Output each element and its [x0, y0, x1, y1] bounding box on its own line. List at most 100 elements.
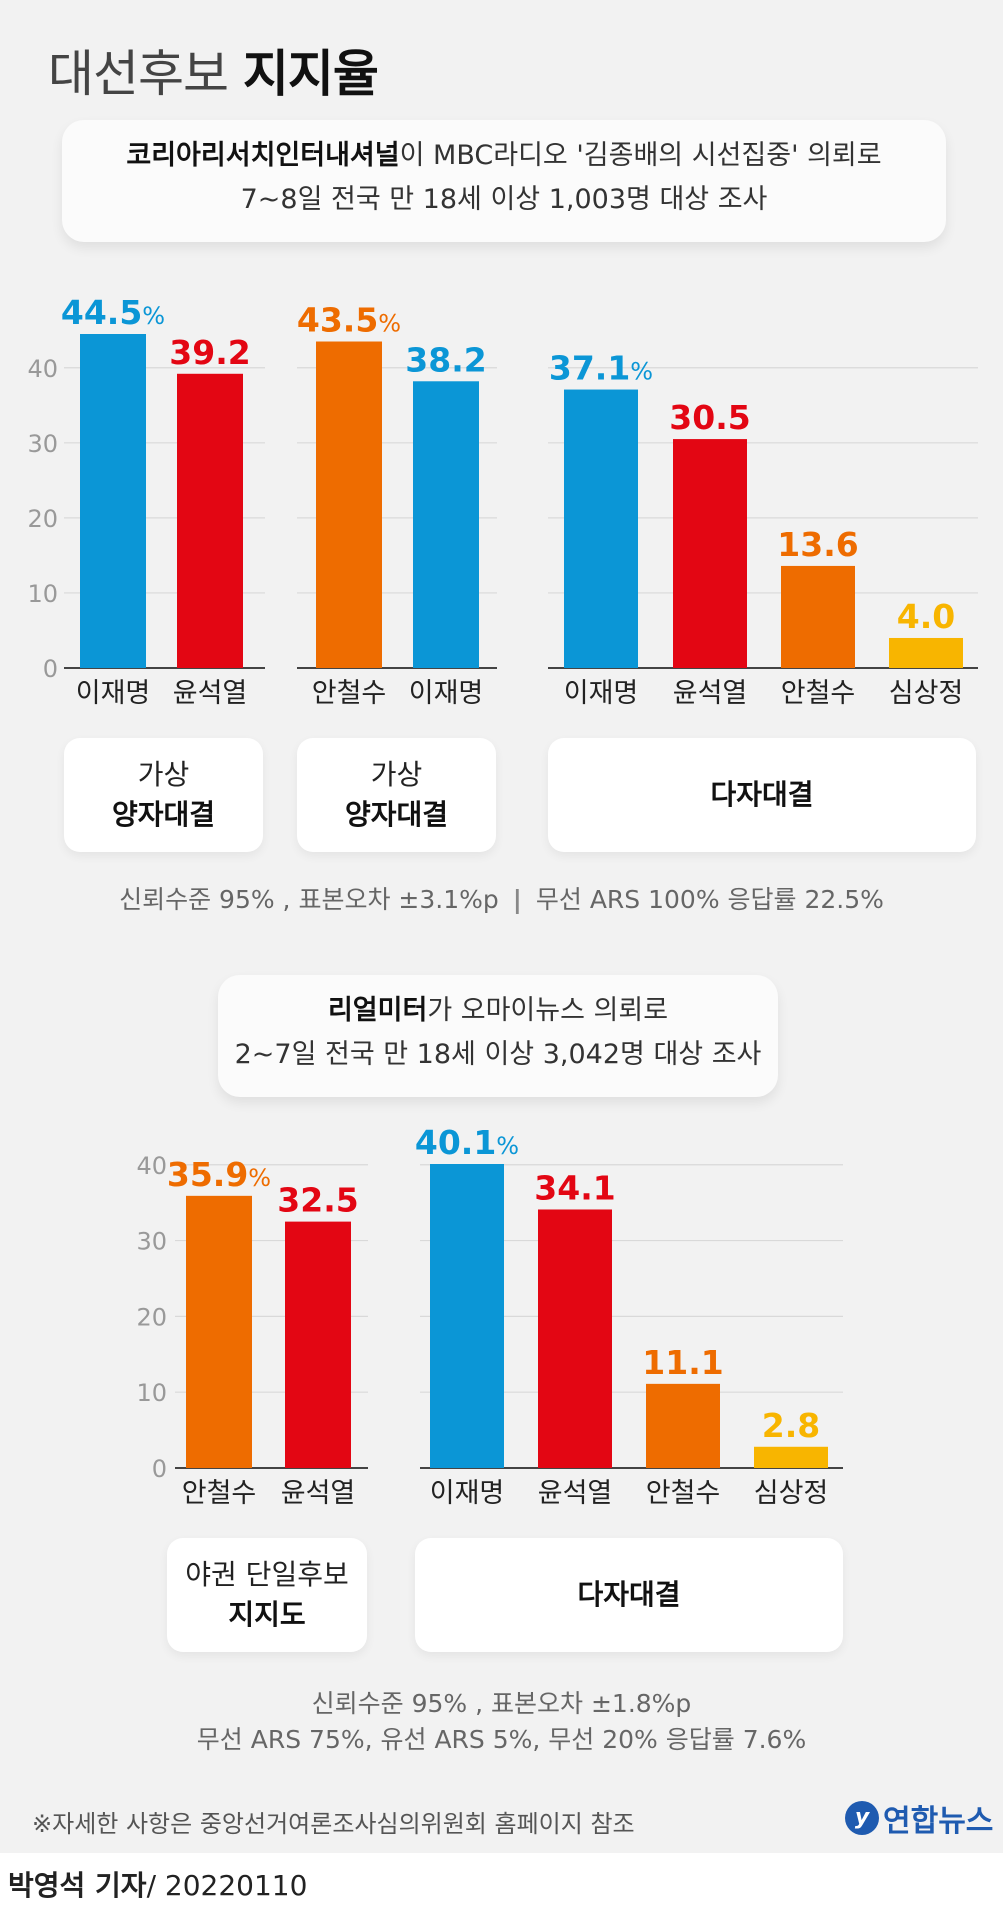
y-tick-label: 30: [27, 430, 58, 458]
y-tick-label: 0: [43, 655, 58, 683]
category-label: 안철수: [646, 1478, 721, 1509]
y-tick-label: 10: [136, 1379, 167, 1407]
survey1-label-1-light: 가상: [137, 758, 190, 791]
survey2-label-1-light: 야권 단일후보: [185, 1558, 349, 1591]
survey2-line2: 2~7일 전국 만 18세 이상 3,042명 대상 조사: [234, 1039, 762, 1070]
category-label: 윤석열: [538, 1478, 613, 1509]
bar-value-label: 38.2: [405, 340, 486, 379]
category-label: 윤석열: [281, 1478, 356, 1509]
category-label: 안철수: [781, 678, 856, 709]
footnote: ※자세한 사항은 중앙선거여론조사심의위원회 홈페이지 참조: [32, 1810, 635, 1838]
chart2: 0 10 20 30 40 35.9% 안철수 32.5 윤석열 40.1% 이재명 34.1 윤석열…: [136, 1123, 843, 1509]
bar: [430, 1164, 504, 1468]
survey2-label-1: 야권 단일후보 지지도: [167, 1538, 367, 1652]
survey2-label-2: 다자대결: [415, 1538, 843, 1652]
bar-value-label: 35.9%: [167, 1155, 271, 1194]
credit: 박영석 기자/ 20220110: [8, 1864, 307, 1904]
survey1-label-3: 다자대결: [548, 738, 976, 852]
bar-value-label: 4.0: [897, 597, 955, 636]
survey1-line1: 코리아리서치인터내셔널이 MBC라디오 '김종배의 시선집중' 의뢰로: [62, 134, 946, 178]
bar: [80, 334, 146, 668]
title-light: 대선후보: [48, 45, 243, 103]
y-tick-label: 40: [27, 355, 58, 383]
survey2-note: 신뢰수준 95% , 표본오차 ±1.8%p 무선 ARS 75%, 유선 AR…: [0, 1686, 1003, 1758]
survey1-desc: 이 MBC라디오 '김종배의 시선집중' 의뢰로: [399, 140, 882, 171]
category-label: 이재명: [76, 678, 151, 709]
category-label: 이재명: [564, 678, 639, 709]
bar: [781, 565, 855, 668]
survey1-org: 코리아리서치인터내셔널: [126, 140, 400, 171]
bar: [564, 389, 638, 668]
survey2-org: 리얼미터: [327, 995, 428, 1026]
y-tick-label: 20: [136, 1303, 167, 1331]
title-bold: 지지율: [242, 45, 379, 103]
bar-value-label: 34.1: [534, 1168, 615, 1207]
bar: [754, 1446, 828, 1468]
yonhap-logo: y 연합뉴스: [845, 1796, 993, 1840]
y-tick-label: 0: [152, 1455, 167, 1483]
y-tick-label: 20: [27, 505, 58, 533]
chart2-gridlines: [175, 1164, 843, 1469]
category-label: 심상정: [754, 1478, 829, 1509]
bar-value-label: 30.5: [669, 398, 750, 437]
y-tick-label: 10: [27, 580, 58, 608]
survey1-note: 신뢰수준 95% , 표본오차 ±3.1%p | 무선 ARS 100% 응답률 2…: [0, 880, 1003, 916]
survey1-label-2-light: 가상: [370, 758, 423, 791]
date: / 20220110: [146, 1869, 308, 1902]
survey1-label-1: 가상 양자대결: [64, 738, 263, 852]
chart1-y-ticks: 0 10 20 30 40: [27, 355, 58, 683]
bar: [186, 1195, 252, 1468]
survey1-note-b: 무선 ARS 100% 응답률 22.5%: [535, 885, 884, 914]
note-separator: |: [512, 885, 522, 914]
chart1: 0 10 20 30 40 44.5% 이재명 39.2 윤석열 43.5% 안철수 38.2 이재명…: [27, 293, 978, 709]
survey2-note-b: 무선 ARS 75%, 유선 ARS 5%, 무선 20% 응답률 7.6%: [196, 1725, 807, 1754]
bar: [316, 341, 382, 668]
yonhap-logo-mark-icon: y: [845, 1801, 879, 1835]
bar-value-label: 40.1%: [415, 1123, 519, 1162]
survey1-label-3-bold: 다자대결: [710, 778, 814, 811]
bar-value-label: 43.5%: [297, 301, 401, 340]
bar-value-label: 37.1%: [549, 349, 653, 388]
category-label: 이재명: [430, 1478, 505, 1509]
reporter: 박영석 기자: [8, 1869, 147, 1902]
bar: [538, 1209, 612, 1468]
survey2-label-2-bold: 다자대결: [577, 1578, 681, 1611]
bar-value-label: 2.8: [762, 1406, 820, 1445]
credit-bar: [0, 1853, 1003, 1907]
y-tick-label: 30: [136, 1228, 167, 1256]
bar: [646, 1383, 720, 1468]
category-label: 안철수: [182, 1478, 257, 1509]
bar: [413, 381, 479, 668]
chart1-bars: 44.5% 이재명 39.2 윤석열 43.5% 안철수 38.2 이재명 37.1% 이재명 30…: [61, 293, 963, 709]
category-label: 이재명: [409, 678, 484, 709]
survey2-info-box: 리얼미터가 오마이뉴스 의뢰로 2~7일 전국 만 18세 이상 3,042명 …: [218, 975, 778, 1097]
survey2-note-a: 신뢰수준 95% , 표본오차 ±1.8%p: [311, 1689, 692, 1718]
bar-value-label: 32.5: [277, 1181, 358, 1220]
bar: [889, 637, 963, 668]
chart2-bars: 35.9% 안철수 32.5 윤석열 40.1% 이재명 34.1 윤석열 11.1 안철수 2.8…: [167, 1123, 828, 1509]
category-label: 안철수: [312, 678, 387, 709]
y-tick-label: 40: [136, 1152, 167, 1180]
bar: [177, 373, 243, 668]
chart2-y-ticks: 0 10 20 30 40: [136, 1152, 167, 1483]
bar: [285, 1221, 351, 1468]
bar-value-label: 13.6: [777, 525, 858, 564]
page-title: 대선후보 지지율: [48, 34, 379, 106]
bar-value-label: 11.1: [642, 1343, 723, 1382]
survey1-label-2-bold: 양자대결: [344, 798, 449, 831]
bar-value-label: 44.5%: [61, 293, 165, 332]
survey1-note-a: 신뢰수준 95% , 표본오차 ±3.1%p: [119, 885, 499, 914]
category-label: 윤석열: [673, 678, 748, 709]
survey1-line2: 7~8일 전국 만 18세 이상 1,003명 대상 조사: [240, 184, 768, 215]
survey1-label-1-bold: 양자대결: [111, 798, 216, 831]
bar-value-label: 39.2: [169, 333, 250, 372]
survey2-line1: 리얼미터가 오마이뉴스 의뢰로: [218, 989, 778, 1033]
survey1-info-box: 코리아리서치인터내셔널이 MBC라디오 '김종배의 시선집중' 의뢰로 7~8일…: [62, 120, 946, 242]
survey2-desc: 가 오마이뉴스 의뢰로: [427, 995, 669, 1026]
category-label: 심상정: [889, 678, 964, 709]
bar: [673, 439, 747, 668]
category-label: 윤석열: [173, 678, 248, 709]
survey1-label-2: 가상 양자대결: [297, 738, 496, 852]
logo-text: 연합뉴스: [883, 1804, 994, 1839]
survey2-label-1-bold: 지지도: [228, 1598, 306, 1631]
